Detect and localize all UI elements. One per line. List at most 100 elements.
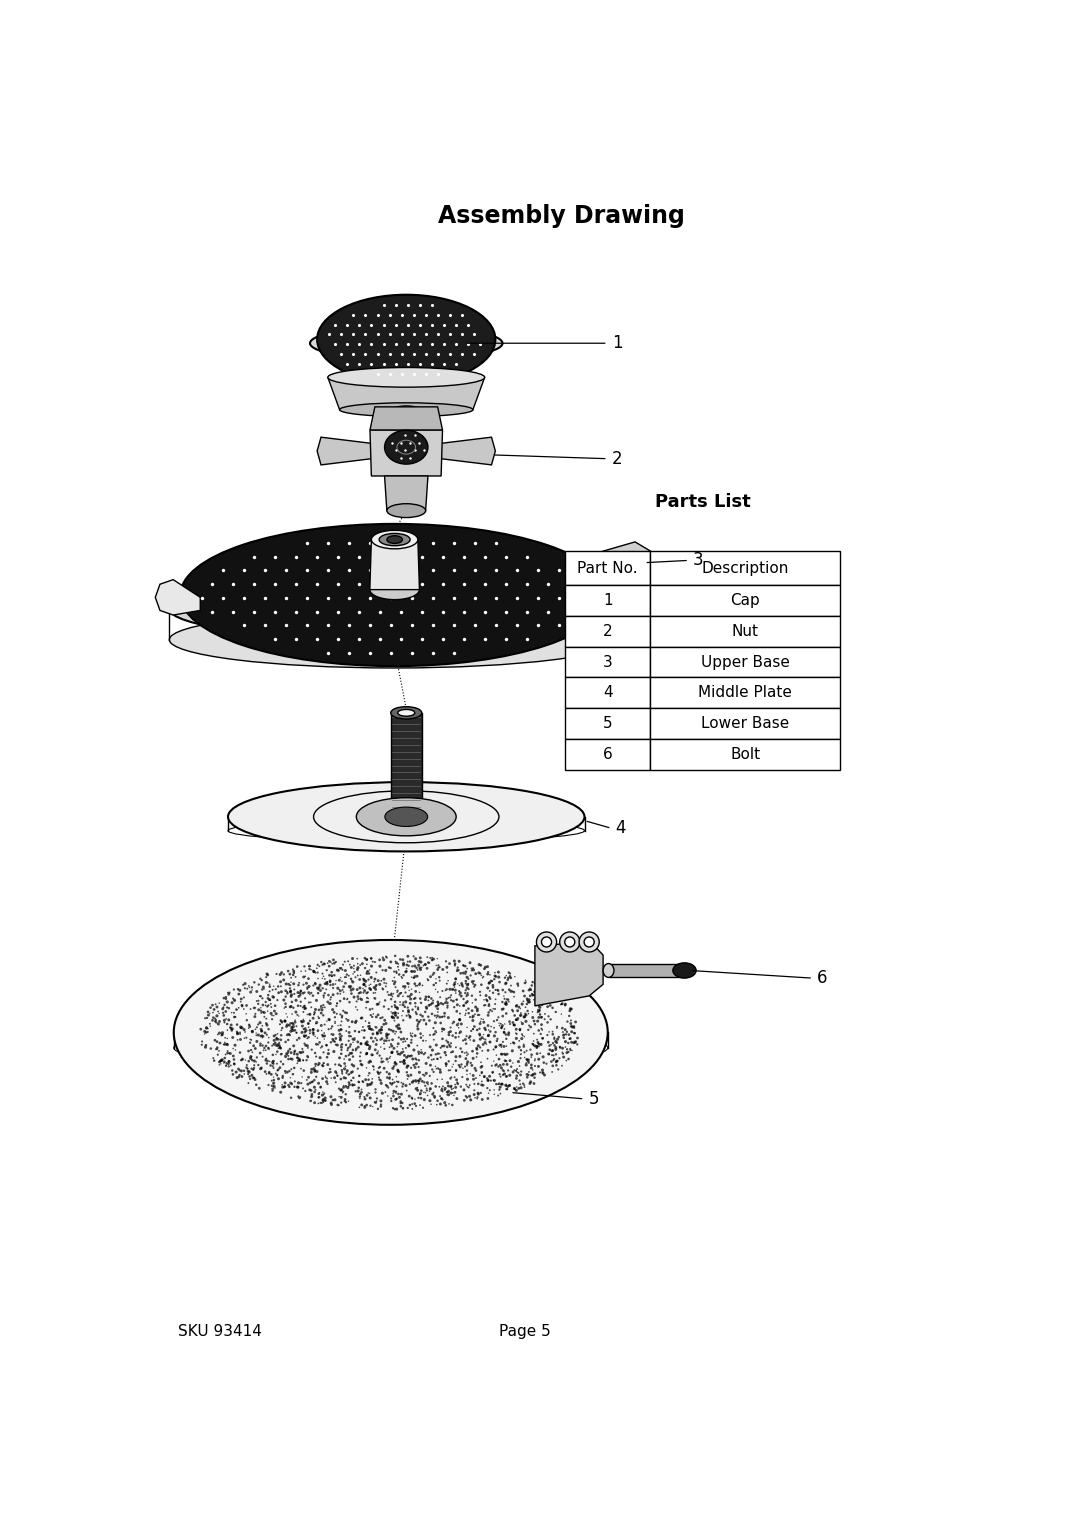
Point: [495, 996, 512, 1020]
Point: [382, 956, 400, 980]
Point: [293, 1010, 310, 1034]
Point: [472, 1036, 489, 1060]
Point: [393, 1040, 410, 1065]
Point: [470, 1082, 487, 1106]
Point: [349, 964, 366, 988]
Point: [213, 1023, 230, 1048]
Point: [395, 1026, 413, 1051]
Point: [379, 980, 396, 1005]
Point: [445, 1010, 462, 1034]
Point: [357, 1031, 375, 1056]
Point: [295, 1075, 312, 1100]
Point: [285, 996, 302, 1020]
Point: [497, 965, 514, 990]
Point: [517, 994, 535, 1019]
Point: [276, 1059, 294, 1083]
Point: [324, 1022, 341, 1046]
Point: [528, 1036, 545, 1060]
Point: [369, 322, 387, 346]
Point: [458, 984, 475, 1008]
Point: [291, 1086, 308, 1111]
Point: [370, 1062, 388, 1086]
Point: [257, 993, 274, 1017]
Point: [498, 599, 515, 624]
Ellipse shape: [310, 326, 502, 360]
Point: [274, 1052, 292, 1077]
Point: [387, 313, 404, 337]
Point: [480, 1013, 497, 1037]
Point: [282, 973, 299, 997]
Point: [271, 1036, 288, 1060]
Point: [247, 1072, 265, 1097]
Point: [233, 1048, 251, 1072]
Point: [386, 1097, 403, 1121]
Point: [272, 1008, 289, 1033]
Point: [457, 1054, 474, 1079]
Point: [246, 1002, 264, 1026]
Point: [257, 1060, 274, 1085]
Point: [519, 1063, 537, 1088]
Point: [283, 994, 300, 1019]
Point: [239, 1052, 256, 1077]
Point: [271, 1031, 288, 1056]
Point: [320, 530, 337, 555]
Point: [436, 1000, 454, 1025]
Point: [411, 987, 429, 1011]
Point: [265, 1054, 282, 1079]
Point: [395, 953, 413, 977]
Point: [375, 1013, 392, 1037]
Point: [443, 1065, 460, 1089]
Point: [374, 958, 391, 982]
Point: [552, 1036, 569, 1060]
Point: [323, 964, 340, 988]
Point: [455, 953, 472, 977]
Point: [403, 1056, 420, 1080]
Point: [539, 994, 556, 1019]
Point: [501, 977, 518, 1002]
Point: [400, 974, 417, 999]
Point: [529, 1030, 546, 1054]
Point: [345, 1037, 362, 1062]
Point: [365, 980, 382, 1005]
Point: [271, 962, 288, 987]
Point: [556, 993, 573, 1017]
Point: [554, 991, 571, 1016]
Point: [246, 544, 264, 568]
Point: [300, 967, 318, 991]
Point: [321, 954, 338, 979]
Point: [522, 984, 539, 1008]
Point: [495, 1052, 512, 1077]
Point: [459, 980, 476, 1005]
Point: [483, 1054, 500, 1079]
Point: [215, 1051, 232, 1075]
Point: [426, 1022, 443, 1046]
Point: [442, 1074, 459, 1098]
Point: [404, 1097, 421, 1121]
Point: [472, 984, 489, 1008]
Point: [349, 956, 366, 980]
Point: [280, 1039, 297, 1063]
Point: [266, 1033, 283, 1057]
Point: [313, 997, 330, 1022]
Point: [476, 627, 494, 651]
Point: [523, 1063, 540, 1088]
Point: [534, 1026, 551, 1051]
Point: [332, 979, 349, 1003]
Point: [264, 1077, 281, 1102]
Point: [310, 977, 327, 1002]
Point: [383, 1028, 401, 1052]
Point: [360, 967, 377, 991]
Point: [369, 968, 387, 993]
Ellipse shape: [384, 430, 428, 464]
Point: [252, 967, 269, 991]
Point: [377, 988, 394, 1013]
Point: [440, 1080, 457, 1105]
Point: [468, 1045, 485, 1069]
Point: [275, 962, 293, 987]
Point: [269, 1059, 286, 1083]
Point: [308, 1011, 325, 1036]
Point: [497, 1072, 514, 1097]
Point: [296, 1023, 313, 1048]
Point: [408, 1014, 426, 1039]
Point: [438, 977, 456, 1002]
